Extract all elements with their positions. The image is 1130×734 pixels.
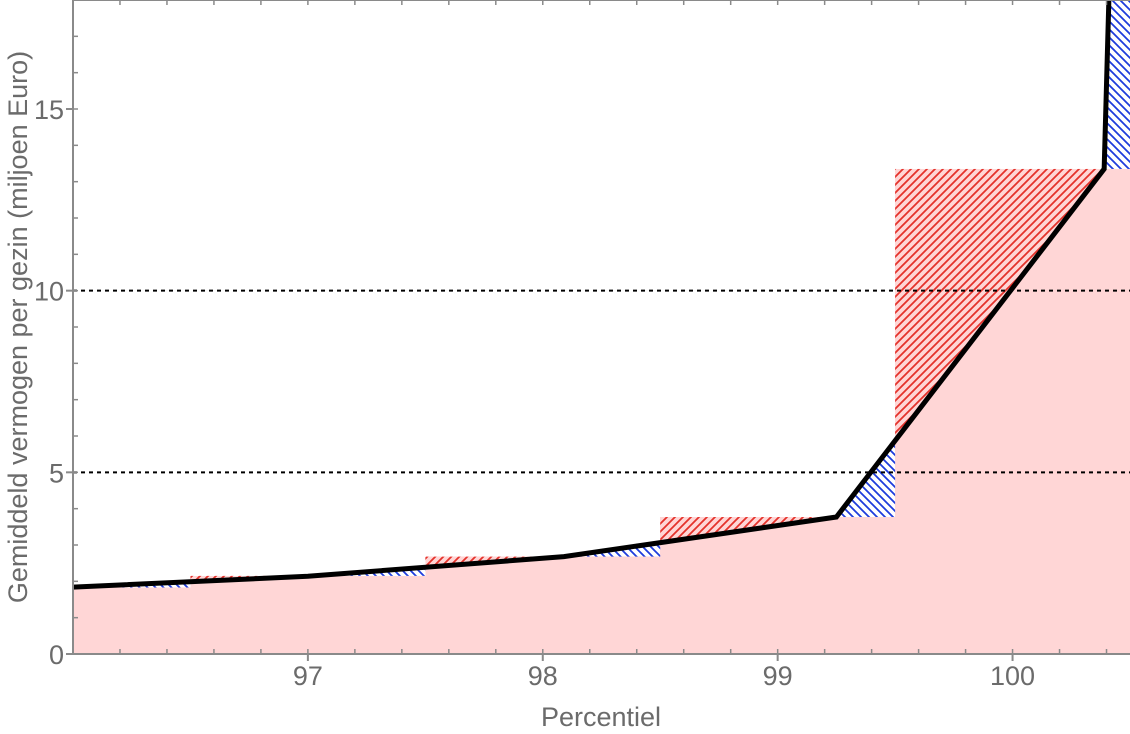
y-tick-label: 5	[49, 458, 64, 488]
plot-area	[73, 0, 1130, 654]
y-axis-title: Gemiddeld vermogen per gezin (miljoen Eu…	[3, 51, 33, 603]
reference-lines	[73, 289, 1130, 474]
x-tick-label: 99	[763, 661, 793, 691]
step-bar	[425, 556, 661, 654]
wealth-curve-line	[73, 0, 1112, 590]
step-bar	[190, 575, 426, 654]
curve-layer	[73, 0, 1112, 590]
line-above-step-hatch	[660, 0, 896, 518]
line-above-step-hatch	[73, 0, 191, 588]
line-above-step-hatch	[895, 0, 1130, 169]
y-tick-label: 15	[34, 95, 64, 125]
step-bar	[660, 517, 896, 654]
step-bar	[73, 587, 191, 654]
y-tick-label: 0	[49, 640, 64, 670]
axes: 97 98 99 100 0 5 10 15	[34, 0, 1130, 691]
x-tick-label: 97	[293, 661, 323, 691]
x-tick-label: 98	[528, 661, 558, 691]
line-above-step-hatch	[190, 0, 426, 576]
x-axis-title: Percentiel	[541, 702, 661, 732]
y-tick-label: 10	[34, 277, 64, 307]
x-tick-label: 100	[990, 661, 1035, 691]
